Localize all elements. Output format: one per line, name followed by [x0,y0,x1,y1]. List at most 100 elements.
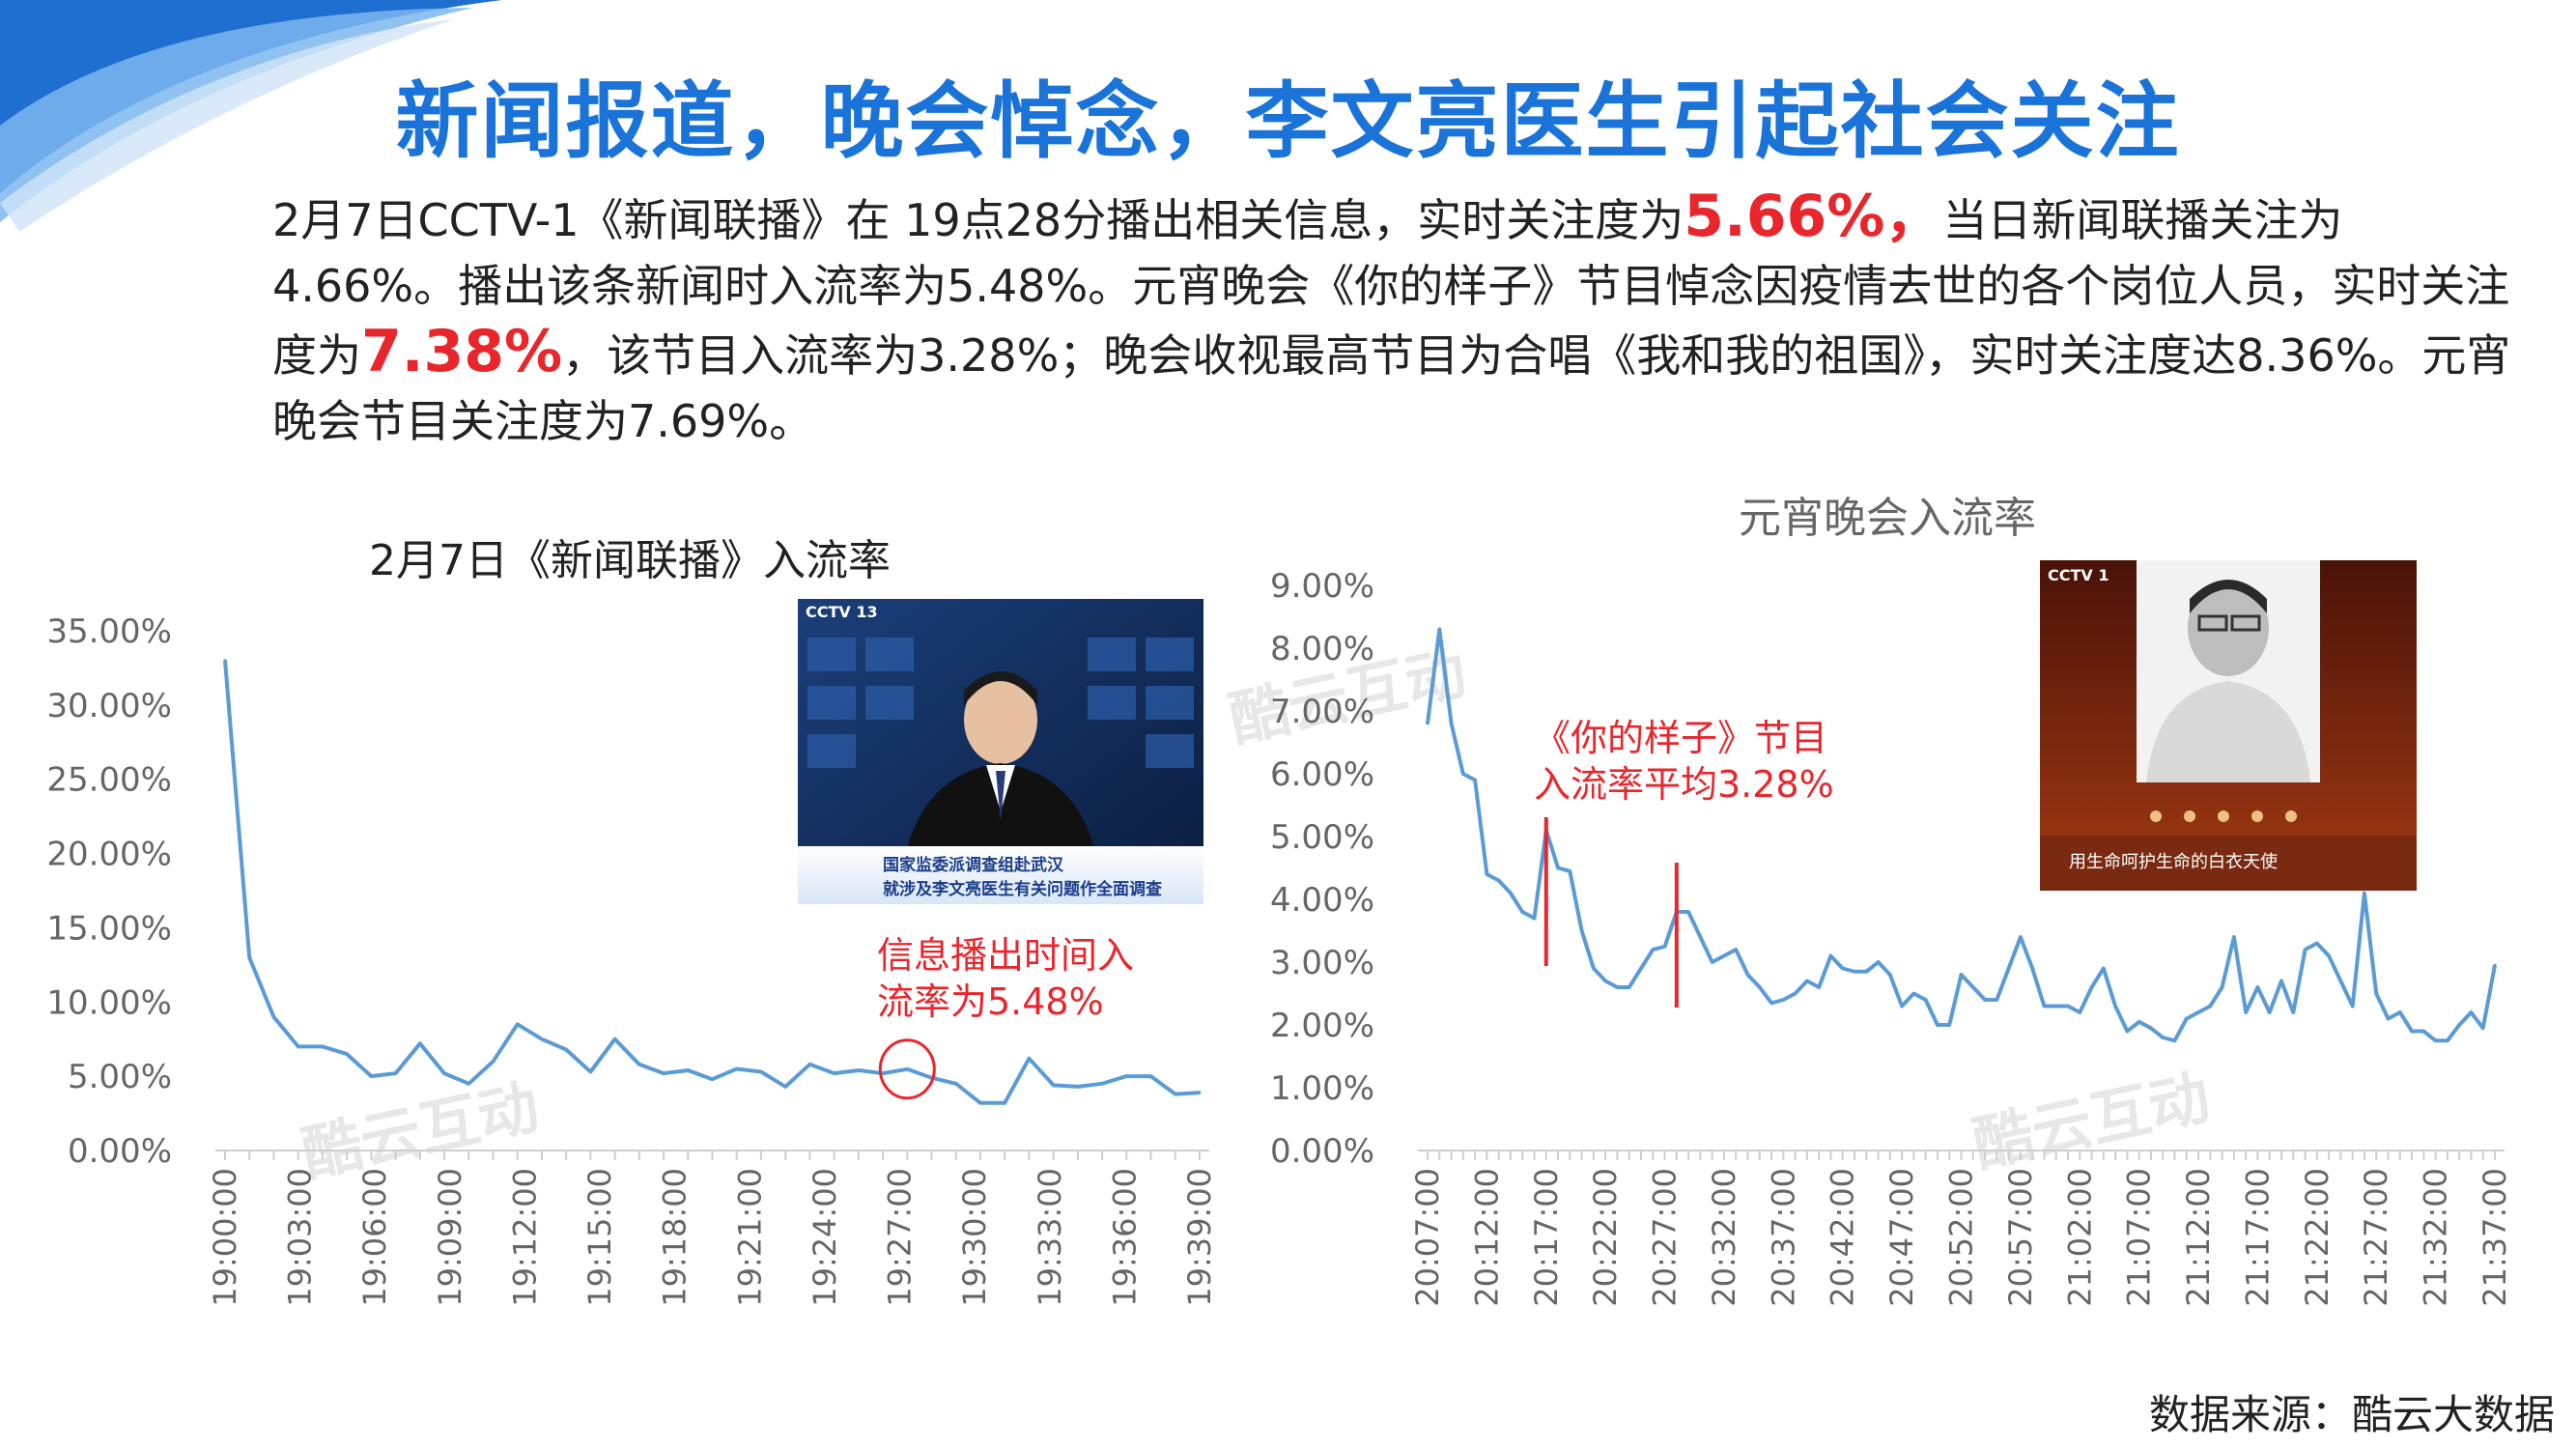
news-x-tick-label: 19:24:00 [807,1168,843,1307]
data-source-note: 数据来源：酷云大数据 [2148,1391,2555,1438]
gala-data-point [2066,1005,2070,1008]
gala-data-point [2387,1017,2390,1020]
highlight-news-attention: 5.66%， [1684,183,1943,250]
gala-data-point [1983,998,1987,1002]
gala-data-point [2030,967,2034,970]
news-data-point [1174,1093,1177,1096]
news-x-tick-label: 19:21:00 [731,1168,768,1307]
gala-data-point [1651,948,1655,952]
news-data-point [613,1037,617,1041]
news-data-point [759,1070,763,1074]
news-data-point [1027,1057,1031,1061]
news-x-tick-label: 19:30:00 [956,1168,993,1307]
gala-x-tick-label: 21:02:00 [2061,1168,2098,1307]
gala-data-point [2149,1026,2153,1030]
gala-data-point [1781,998,1785,1002]
news-data-point [978,1101,982,1105]
gala-data-point [2446,1038,2449,1042]
news-inflow-line-chart: 0.00% 5.00% 10.00% 15.00% 20.00% 25.00% 30.00%… [46,612,1218,1307]
news-data-point [1149,1074,1153,1078]
news-data-point [247,955,251,959]
summary-paragraph: 2月7日CCTV-1《新闻联播》在 19点28分播出相关信息，实时关注度为5.6… [272,184,2523,454]
gala-y-tick-label: 6.00% [1270,755,1374,794]
highlight-gala-attention: 7.38% [361,318,563,385]
gala-x-tick-label: 20:57:00 [2002,1168,2039,1307]
gala-x-tick-label: 21:22:00 [2299,1168,2335,1307]
news-x-tick-label: 19:12:00 [506,1168,543,1307]
gala-data-point [2078,1010,2081,1014]
right-chart-title: 元宵晚会入流率 [1739,494,2036,543]
gala-data-point [2374,992,2378,995]
gala-data-point [2137,1020,2141,1024]
gala-data-point [1533,917,1536,920]
gala-x-tick-label: 21:17:00 [2239,1168,2276,1307]
news-y-tick-label: 25.00% [46,761,172,800]
gala-data-point [1473,779,1477,781]
news-x-tick-label: 19:33:00 [1032,1168,1068,1307]
gala-data-point [2232,935,2236,939]
gala-data-point [1698,935,1702,939]
gala-data-point [1841,967,1845,970]
gala-x-tick-label: 21:12:00 [2180,1168,2217,1307]
gala-data-point [2398,1010,2402,1014]
news-data-point [1003,1101,1006,1105]
gala-data-point [1805,980,1809,982]
news-data-point [783,1085,787,1089]
gala-data-point [1734,948,1738,952]
gala-data-point [1936,1023,1939,1027]
news-x-tick-label: 19:36:00 [1106,1168,1143,1307]
gala-data-point [2338,980,2342,982]
summary-text-1: 2月7日CCTV-1《新闻联播》在 19点28分播出相关信息，实时关注度为 [272,194,1684,246]
gala-data-point [2421,1030,2425,1033]
gala-data-point [2481,1026,2485,1030]
news-y-tick-label: 35.00% [46,612,172,651]
news-x-tick-label: 19:18:00 [657,1168,694,1307]
gala-x-tick-label: 21:27:00 [2358,1168,2394,1307]
gala-data-point [2469,1010,2473,1014]
gala-data-point [1746,973,1749,977]
gala-channel-logo: CCTV 1 [2048,566,2109,584]
news-y-tick-label: 5.00% [68,1058,172,1096]
news-data-point [881,1071,885,1075]
gala-data-point [1426,722,1430,725]
gala-data-point [1971,985,1975,989]
news-data-point [516,1022,520,1026]
news-data-point [1124,1074,1128,1078]
gala-data-point [1794,992,1798,995]
page-title: 新闻报道，晚会悼念，李文亮医生引起社会关注 [395,73,2181,170]
summary-text-3: ，该节目入流率为3.28%；晚会收视最高节目为合唱《我和我的祖国》，实时关注度达… [272,329,2511,447]
gala-data-point [1864,970,1868,974]
gala-data-point [1580,929,1584,932]
news-data-point [686,1068,690,1072]
news-x-tick-label: 19:39:00 [1181,1168,1218,1307]
left-annotation-line-2: 流率为5.48% [877,980,1104,1023]
gala-data-point [2291,1010,2295,1014]
gala-data-point [1817,985,1821,989]
gala-x-tick-label: 20:42:00 [1825,1168,1861,1307]
gala-data-point [2279,980,2283,982]
gala-data-point [2090,985,2094,989]
news-data-point [418,1041,422,1045]
news-data-point [1198,1091,1202,1094]
gala-data-point [1722,954,1726,957]
gala-x-tick-label: 20:52:00 [1943,1168,1980,1307]
gala-data-point [2304,948,2307,952]
gala-x-tick-label: 20:22:00 [1587,1168,1624,1307]
gala-data-point [1461,772,1465,776]
news-y-tick-label: 20.00% [46,836,172,874]
gala-y-tick-label: 9.00% [1270,567,1374,606]
gala-data-point [1758,985,1762,989]
news-data-point [588,1070,592,1074]
news-data-point [711,1077,714,1081]
gala-data-point [2244,1010,2248,1014]
news-data-point [662,1071,665,1075]
news-channel-logo: CCTV 13 [806,603,878,621]
gala-data-point [1995,998,1998,1002]
gala-data-point [1888,973,1892,977]
gala-data-point [2007,967,2011,970]
news-data-point [833,1071,836,1075]
corner-swoosh-decoration [0,0,502,232]
gala-data-point [1485,872,1488,876]
news-caption-bar: 国家监委派调查组赴武汉 就涉及李文亮医生有关问题作全面调查 [798,846,1203,904]
gala-y-tick-label: 7.00% [1270,693,1374,731]
